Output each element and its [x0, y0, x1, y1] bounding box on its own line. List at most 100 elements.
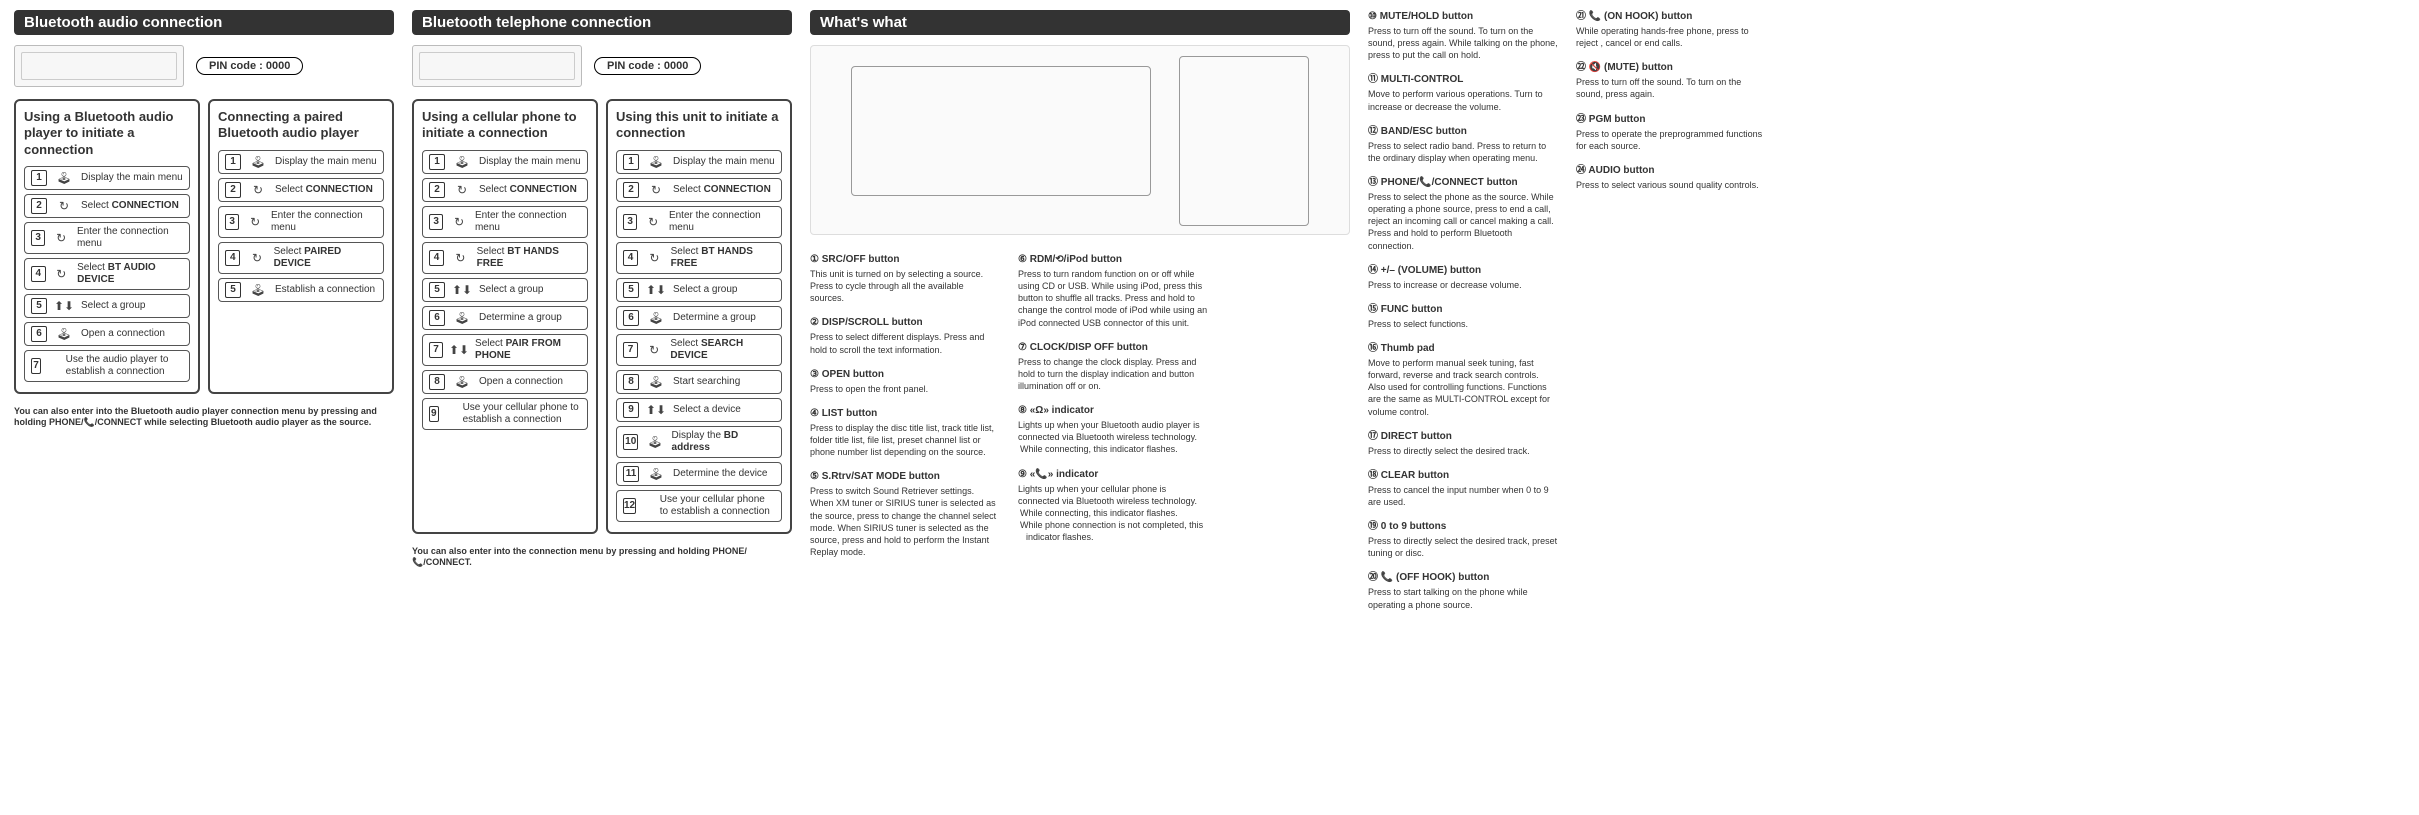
step-row: 3↻Enter the connection menu: [24, 222, 190, 254]
step-row: 3↻Enter the connection menu: [616, 206, 782, 238]
step-icon: 🕹: [645, 467, 667, 481]
ww-item: ⑳ 📞 (OFF HOOK) buttonPress to start talk…: [1368, 571, 1558, 610]
step-text: Select a group: [479, 284, 544, 296]
ww-item-body: Press to increase or decrease volume.: [1368, 279, 1558, 291]
step-text: Start searching: [673, 376, 740, 388]
ww-item-head: ⑥ RDM/⟲/iPod button: [1018, 253, 1208, 266]
step-number: 11: [623, 466, 639, 482]
step-icon: ↻: [643, 215, 663, 229]
step-row: 9⬆⬇Select a device: [616, 398, 782, 422]
head-unit-illustration: [14, 45, 184, 87]
step-icon: ↻: [451, 183, 473, 197]
step-text: Select BT HANDS FREE: [671, 246, 775, 270]
step-row: 12Use your cellular phone to establish a…: [616, 490, 782, 522]
ww-item-body: Move to perform manual seek tuning, fast…: [1368, 357, 1558, 418]
ww-item-head: ⑭ +/– (VOLUME) button: [1368, 264, 1558, 277]
step-number: 4: [429, 250, 444, 266]
step-text: Establish a connection: [275, 284, 375, 296]
step-row: 2↻Select CONNECTION: [422, 178, 588, 202]
step-number: 5: [429, 282, 445, 298]
step-icon: 🕹: [645, 155, 667, 169]
step-number: 8: [429, 374, 445, 390]
box-bt-audio-paired: Connecting a paired Bluetooth audio play…: [208, 99, 394, 394]
step-text: Use the audio player to establish a conn…: [66, 354, 183, 378]
ww-item: ⑥ RDM/⟲/iPod buttonPress to turn random …: [1018, 253, 1208, 329]
unit-row-audio: PIN code : 0000: [14, 45, 394, 87]
step-text: Determine a group: [479, 312, 562, 324]
step-row: 6🕹Determine a group: [422, 306, 588, 330]
ww-item-head: ⑲ 0 to 9 buttons: [1368, 520, 1558, 533]
ww-item: ⑧ «Ω» indicatorLights up when your Bluet…: [1018, 404, 1208, 455]
step-number: 10: [623, 434, 638, 450]
step-row: 8🕹Open a connection: [422, 370, 588, 394]
ww-item-body: Press to select the phone as the source.…: [1368, 191, 1558, 252]
step-text: Enter the connection menu: [271, 210, 377, 234]
step-icon: 🕹: [247, 283, 269, 297]
step-number: 4: [225, 250, 240, 266]
ww-item: ⑩ MUTE/HOLD buttonPress to turn off the …: [1368, 10, 1558, 61]
ww-item-head: ㉑ 📞 (ON HOOK) button: [1576, 10, 1766, 23]
ww-item-body: Lights up when your cellular phone is co…: [1018, 483, 1208, 507]
box-phone-cell-initiate: Using a cellular phone to initiate a con…: [412, 99, 598, 534]
ww-item: ㉓ PGM buttonPress to operate the preprog…: [1576, 113, 1766, 152]
ww-item-body: Lights up when your Bluetooth audio play…: [1018, 419, 1208, 443]
step-text: Enter the connection menu: [77, 226, 183, 250]
ww-item-body: Press to open the front panel.: [810, 383, 1000, 395]
step-row: 6🕹Open a connection: [24, 322, 190, 346]
step-text: Display the main menu: [673, 156, 775, 168]
step-text: Select SEARCH DEVICE: [670, 338, 775, 362]
step-number: 5: [31, 298, 47, 314]
ww-item-body: Press to cancel the input number when 0 …: [1368, 484, 1558, 508]
step-row: 7Use the audio player to establish a con…: [24, 350, 190, 382]
unit-row-phone: PIN code : 0000: [412, 45, 792, 87]
step-text: Select a group: [81, 300, 146, 312]
ww-item: ⑤ S.Rtrv/SAT MODE buttonPress to switch …: [810, 470, 1000, 558]
ww-item-body: Press to turn off the sound. To turn on …: [1576, 76, 1766, 100]
step-number: 3: [429, 214, 443, 230]
step-icon: ↻: [53, 199, 75, 213]
ww-item-head: ⑬ PHONE/📞/CONNECT button: [1368, 176, 1558, 189]
step-icon: ⬆⬇: [645, 403, 667, 417]
step-row: 7↻Select SEARCH DEVICE: [616, 334, 782, 366]
step-number: 3: [225, 214, 239, 230]
step-text: Enter the connection menu: [475, 210, 581, 234]
ww-item-body: Press to select radio band. Press to ret…: [1368, 140, 1558, 164]
step-icon: [445, 407, 457, 421]
ww-item: ⑯ Thumb padMove to perform manual seek t…: [1368, 342, 1558, 418]
step-number: 7: [429, 342, 443, 358]
bt-phone-title: Bluetooth telephone connection: [412, 10, 792, 35]
step-text: Enter the connection menu: [669, 210, 775, 234]
ww-item: ⑦ CLOCK/DISP OFF buttonPress to change t…: [1018, 341, 1208, 392]
step-row: 4↻Select PAIRED DEVICE: [218, 242, 384, 274]
step-row: 3↻Enter the connection menu: [218, 206, 384, 238]
step-text: Select CONNECTION: [81, 200, 179, 212]
ww-item: ⑫ BAND/ESC buttonPress to select radio b…: [1368, 125, 1558, 164]
ww-item-body: Press to start talking on the phone whil…: [1368, 586, 1558, 610]
step-icon: ↻: [450, 251, 471, 265]
ww-item-head: ④ LIST button: [810, 407, 1000, 420]
step-number: 7: [623, 342, 638, 358]
bt-audio-title: Bluetooth audio connection: [14, 10, 394, 35]
ww-item-head: ⑱ CLEAR button: [1368, 469, 1558, 482]
ww-item: ⑰ DIRECT buttonPress to directly select …: [1368, 430, 1558, 457]
step-number: 8: [623, 374, 639, 390]
step-row: 2↻Select CONNECTION: [218, 178, 384, 202]
ww-item: ⑭ +/– (VOLUME) button Press to increase o…: [1368, 264, 1558, 291]
step-icon: ⬆⬇: [451, 283, 473, 297]
whats-what-illustration: [810, 45, 1350, 235]
step-row: 11🕹Determine the device: [616, 462, 782, 486]
step-row: 5⬆⬇Select a group: [24, 294, 190, 318]
ww-item-bullet: While connecting, this indicator flashes…: [1018, 443, 1208, 455]
step-number: 2: [429, 182, 445, 198]
step-number: 4: [623, 250, 638, 266]
step-icon: 🕹: [451, 155, 473, 169]
step-number: 2: [31, 198, 47, 214]
step-row: 3↻Enter the connection menu: [422, 206, 588, 238]
ww-item-body: Press to operate the preprogrammed funct…: [1576, 128, 1766, 152]
head-unit-illustration: [412, 45, 582, 87]
ww-item: ⑱ CLEAR button Press to cancel the input …: [1368, 469, 1558, 508]
box-title: Using a Bluetooth audio player to initia…: [24, 109, 190, 158]
step-text: Select CONNECTION: [673, 184, 771, 196]
step-icon: 🕹: [53, 327, 75, 341]
step-icon: ↻: [247, 183, 269, 197]
